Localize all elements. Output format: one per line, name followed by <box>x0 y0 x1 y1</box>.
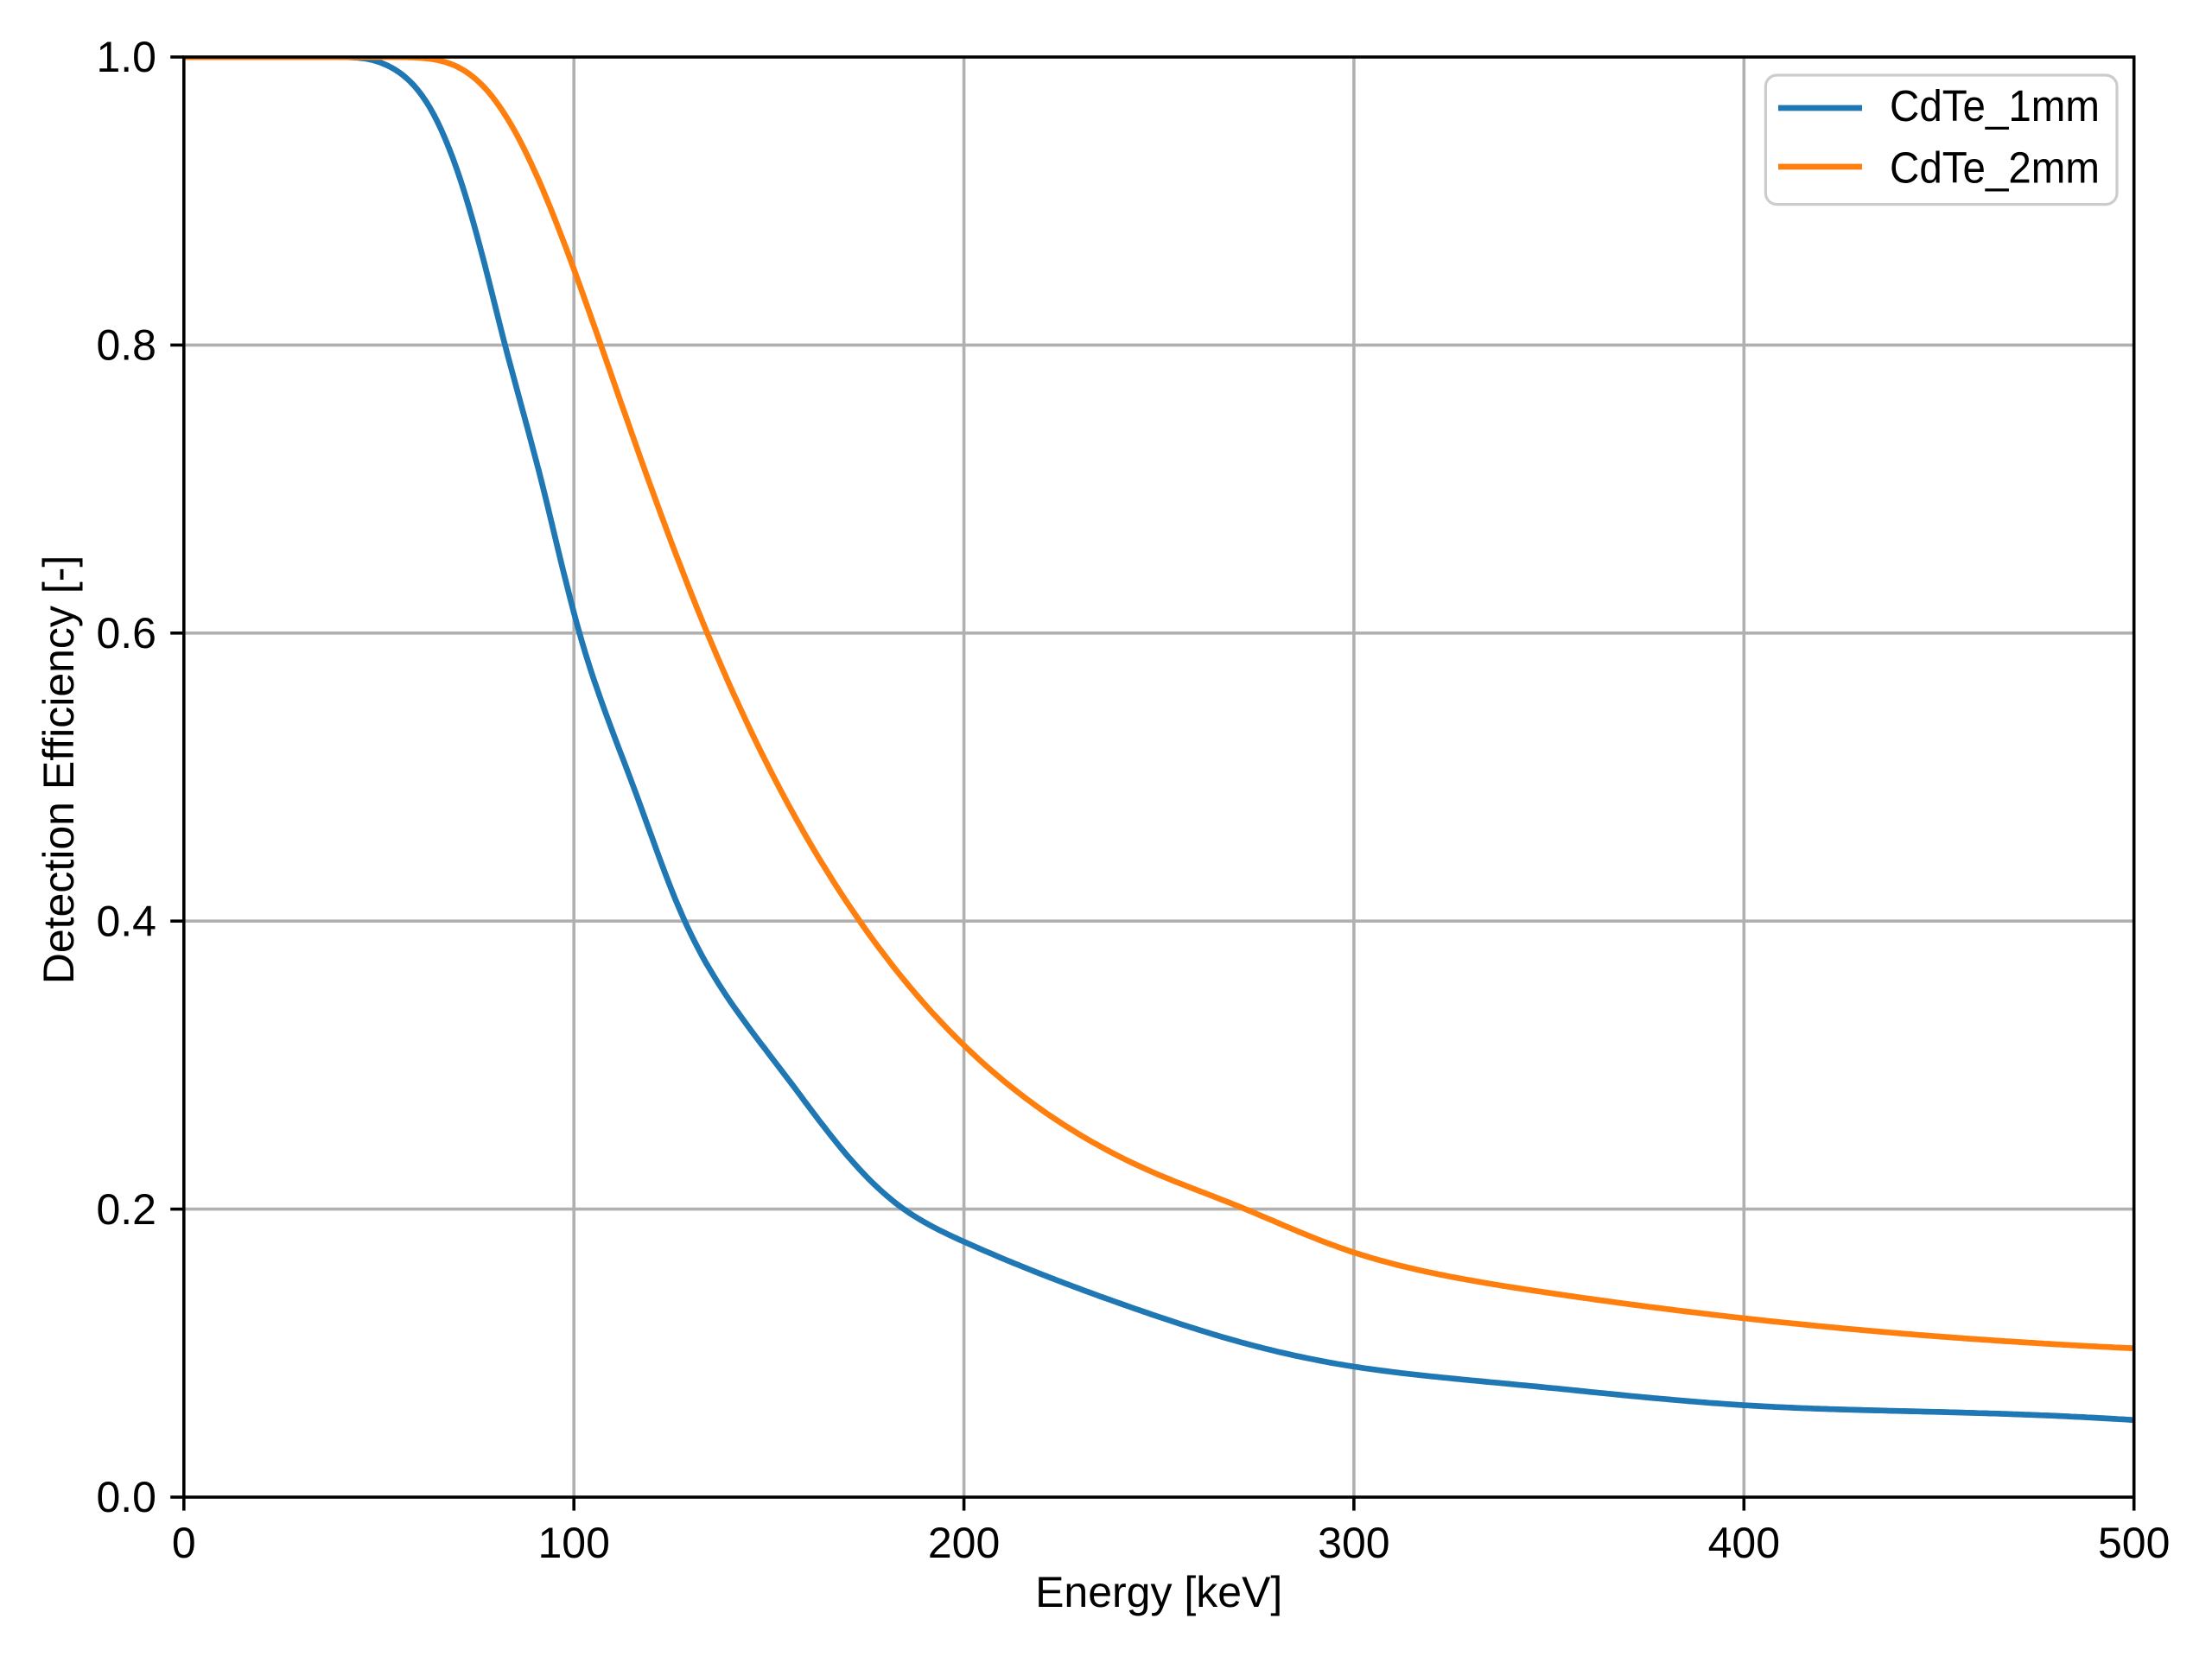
svg-text:Detection Efficiency [-]: Detection Efficiency [-] <box>35 555 83 985</box>
svg-text:400: 400 <box>1708 1519 1780 1567</box>
svg-text:200: 200 <box>928 1519 1000 1567</box>
svg-text:Energy [keV]: Energy [keV] <box>1035 1568 1282 1616</box>
svg-text:0: 0 <box>172 1519 196 1567</box>
svg-text:0.6: 0.6 <box>96 609 156 657</box>
svg-text:0.2: 0.2 <box>96 1185 156 1234</box>
svg-text:CdTe_1mm: CdTe_1mm <box>1890 81 2100 130</box>
svg-text:0.0: 0.0 <box>96 1473 156 1521</box>
svg-text:0.4: 0.4 <box>96 897 156 945</box>
svg-text:0.8: 0.8 <box>96 321 156 370</box>
svg-text:100: 100 <box>537 1519 609 1567</box>
svg-text:1.0: 1.0 <box>96 33 156 81</box>
svg-text:CdTe_2mm: CdTe_2mm <box>1890 143 2100 193</box>
svg-text:500: 500 <box>2098 1519 2170 1567</box>
svg-text:300: 300 <box>1318 1519 1389 1567</box>
